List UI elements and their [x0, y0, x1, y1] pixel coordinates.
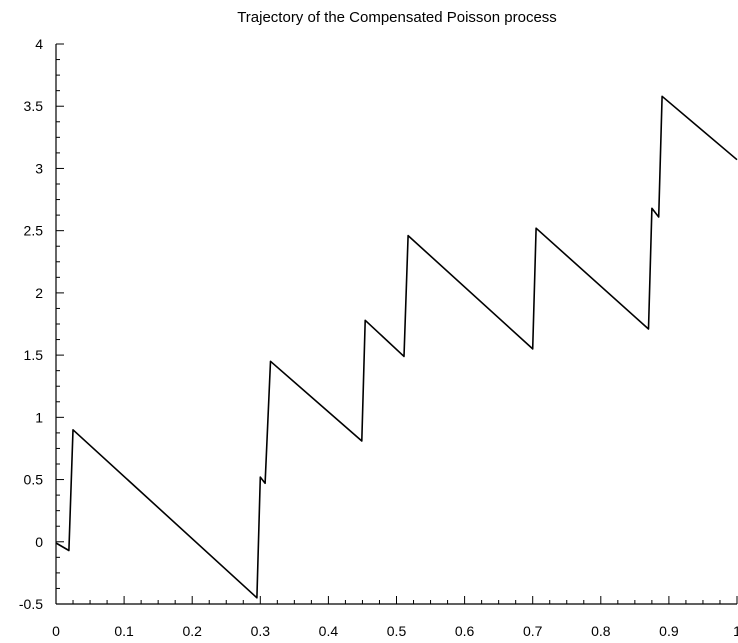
x-tick-label: 0.2 [182, 623, 202, 639]
x-tick-label: 0.5 [387, 623, 407, 639]
x-tick-label: 0.6 [455, 623, 475, 639]
chart-title: Trajectory of the Compensated Poisson pr… [237, 9, 557, 26]
y-tick-label: 2.5 [24, 223, 44, 239]
x-tick-label: 0.7 [523, 623, 543, 639]
x-tick-label: 0 [52, 623, 60, 639]
series-line [55, 95, 738, 599]
y-tick-label: 4 [35, 36, 43, 52]
x-tick-label: 0.9 [659, 623, 679, 639]
x-tick-label: 0.4 [319, 623, 339, 639]
y-tick-label: 3 [35, 160, 43, 176]
y-tick-label: 1 [35, 409, 43, 425]
axes [55, 44, 737, 605]
plot-area [55, 95, 738, 599]
x-tick-label: 1 [733, 623, 738, 639]
x-axis: 0 0.1 0.2 0.3 0.4 0.5 0.6 0.7 0.8 0.9 1 [52, 596, 738, 639]
y-tick-label: 1.5 [24, 347, 44, 363]
x-tick-label: 0.8 [591, 623, 611, 639]
y-axis: -0.5 0 0.5 1 1.5 2 2.5 3 3.5 4 [19, 36, 64, 612]
y-tick-label: 0 [35, 534, 43, 550]
y-tick-label: 2 [35, 285, 43, 301]
y-tick-label: 0.5 [24, 472, 44, 488]
x-tick-label: 0.3 [251, 623, 271, 639]
y-tick-label: -0.5 [19, 596, 43, 612]
x-tick-label: 0.1 [114, 623, 134, 639]
y-tick-label: 3.5 [24, 98, 44, 114]
